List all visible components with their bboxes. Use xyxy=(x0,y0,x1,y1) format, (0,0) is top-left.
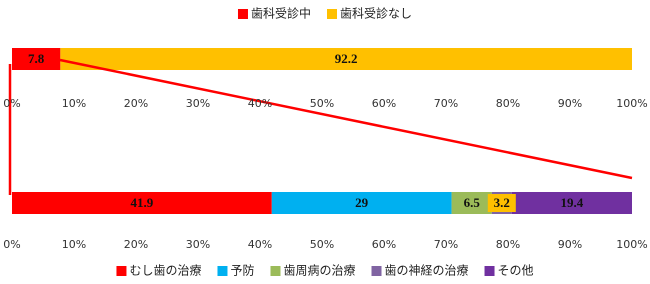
labels: 0% 10% 20% 30% 40% 50% 60% 70% 80% 90% 100% 7.8 92.2… xyxy=(3,6,647,278)
legend-swatch xyxy=(270,266,281,276)
x-tick-label: 0% xyxy=(3,238,20,251)
x-tick-label: 100% xyxy=(616,97,647,110)
legend: むし歯の治療 予防 歯周病の治療 歯の神経の治療 その他 xyxy=(116,263,534,278)
data-label-background xyxy=(487,194,516,212)
legend-swatch xyxy=(327,9,337,19)
bar-segment xyxy=(271,192,452,214)
legend-label: 歯科受診中 xyxy=(251,6,311,21)
data-label: 41.9 xyxy=(131,195,154,210)
data-label: 29 xyxy=(355,195,369,210)
x-tick-label: 90% xyxy=(558,238,582,251)
legend-swatch xyxy=(217,266,228,276)
x-tick-label: 30% xyxy=(186,238,210,251)
legend: 歯科受診中 歯科受診なし xyxy=(237,6,412,21)
x-tick-label: 80% xyxy=(496,97,520,110)
x-tick-label: 20% xyxy=(124,97,148,110)
legend-swatch xyxy=(371,266,382,276)
x-tick-label: 30% xyxy=(186,97,210,110)
x-tick-label: 100% xyxy=(616,238,647,251)
data-label: 7.8 xyxy=(28,51,45,66)
x-tick-label: 60% xyxy=(372,97,396,110)
data-label: 6.5 xyxy=(464,195,481,210)
legend-label: その他 xyxy=(498,264,534,278)
bar-segment xyxy=(12,48,61,70)
legend-label: 歯の神経の治療 xyxy=(385,264,469,278)
data-label: 19.4 xyxy=(560,195,583,210)
legend-swatch xyxy=(116,266,127,276)
x-tick-label: 70% xyxy=(434,238,458,251)
legend-label: 予防 xyxy=(230,263,254,278)
bar-segment xyxy=(60,48,633,70)
bar-segment xyxy=(451,192,492,214)
plot xyxy=(12,48,633,214)
legend-swatch xyxy=(237,9,248,19)
legend-swatch xyxy=(484,266,495,276)
x-tick-label: 0% xyxy=(3,97,20,110)
x-tick-label: 20% xyxy=(124,238,148,251)
x-tick-label: 70% xyxy=(434,97,458,110)
x-tick-label: 10% xyxy=(62,238,86,251)
bar-segment xyxy=(511,192,632,214)
x-tick-label: 40% xyxy=(248,238,272,251)
connector-line xyxy=(59,58,633,180)
x-tick-label: 60% xyxy=(372,238,396,251)
x-tick-label: 50% xyxy=(310,97,334,110)
bar-segment xyxy=(12,192,272,214)
legend-label: むし歯の治療 xyxy=(129,264,201,278)
legend-label: 歯周病の治療 xyxy=(283,263,355,278)
x-tick-label: 40% xyxy=(248,97,272,110)
x-tick-label: 80% xyxy=(496,238,520,251)
data-label: 92.2 xyxy=(335,51,358,66)
x-tick-label: 10% xyxy=(62,97,86,110)
x-tick-label: 90% xyxy=(558,97,582,110)
data-label: 3.2 xyxy=(494,195,510,210)
x-tick-label: 50% xyxy=(310,238,334,251)
legend-label: 歯科受診なし xyxy=(340,6,412,21)
